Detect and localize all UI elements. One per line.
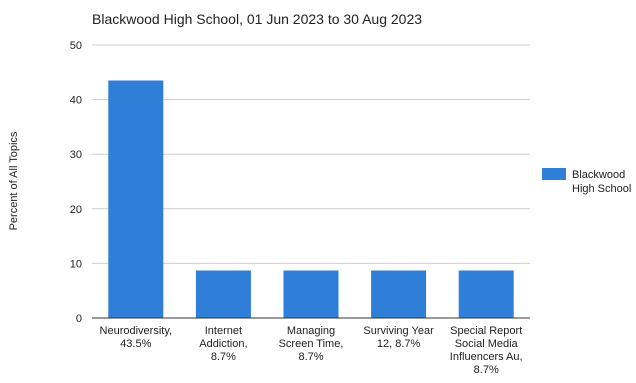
x-tick-label: Surviving Year 12, 8.7% [363, 325, 434, 350]
bar [371, 270, 427, 318]
x-tick-label: Special Report Social Media Influencers Au… [450, 325, 523, 376]
bar [283, 270, 339, 318]
y-tick-label: 10 [70, 258, 82, 270]
bar [458, 270, 514, 318]
legend: Blackwood High School [542, 168, 631, 195]
y-tick-label: 20 [70, 204, 82, 216]
chart-title: Blackwood High School, 01 Jun 2023 to 30… [92, 11, 422, 27]
x-tick-label: Neurodiversity, 43.5% [100, 325, 173, 350]
legend-swatch [542, 168, 566, 180]
y-axis-label: Percent of All Topics [8, 131, 20, 230]
y-tick-label: 40 [70, 95, 82, 107]
x-axis-category-labels: Neurodiversity, 43.5% Internet Addiction, 8.… [100, 325, 523, 376]
bar [108, 80, 164, 319]
bars [108, 80, 514, 319]
gridlines [92, 44, 530, 264]
y-tick-label: 50 [70, 40, 82, 52]
y-tick-label: 30 [70, 149, 82, 161]
x-tick-label: Internet Addiction, 8.7% [199, 325, 247, 363]
x-tick-label: Managing Screen Time, 8.7% [279, 325, 344, 363]
y-axis-ticks: 0 10 20 30 40 50 [70, 40, 82, 325]
bar [195, 270, 251, 318]
legend-label: Blackwood High School [572, 169, 631, 195]
y-tick-label: 0 [76, 313, 82, 325]
